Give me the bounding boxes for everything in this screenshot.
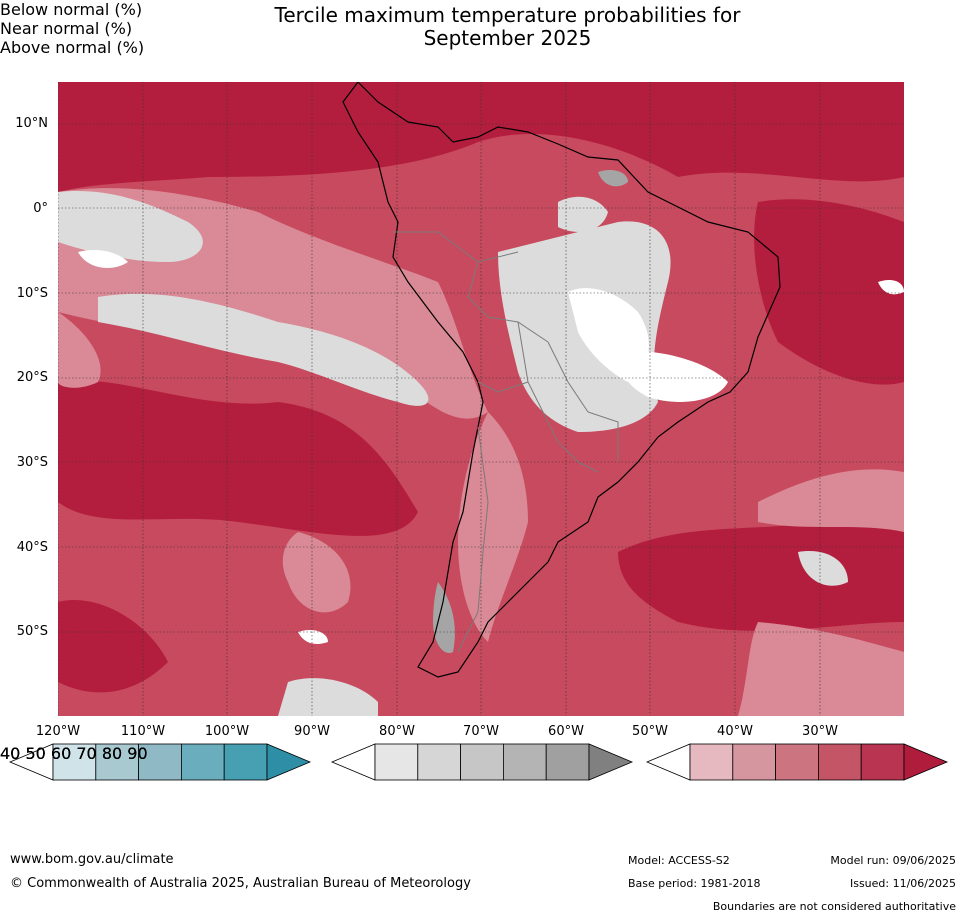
legend-below-tick-40: 40 bbox=[0, 744, 21, 763]
map-canvas bbox=[58, 82, 904, 716]
lat-label-10n: 10°N bbox=[15, 116, 48, 131]
legend-above-normal-bar bbox=[645, 743, 949, 781]
legend-below-tick-50: 50 bbox=[25, 744, 46, 763]
legend-1-arrow-high bbox=[588, 743, 634, 781]
south-america-coastline bbox=[342, 82, 781, 678]
footer-disclaimer: Boundaries are not considered authoritat… bbox=[712, 900, 956, 913]
legend-0-swatch-3 bbox=[180, 743, 225, 781]
legend-near-normal-bar bbox=[330, 743, 634, 781]
lon-label-100w: 100°W bbox=[204, 724, 250, 739]
legend-2-swatch-1 bbox=[732, 743, 776, 781]
legend-near-tick-60: 60 bbox=[50, 744, 72, 763]
legend-below-normal-bar bbox=[8, 743, 312, 781]
lon-label-50w: 50°W bbox=[632, 724, 668, 739]
legend-1-swatch-4 bbox=[545, 743, 590, 781]
legend-1-swatch-2 bbox=[460, 743, 504, 781]
legend-0-swatch-4 bbox=[223, 743, 268, 781]
footer-base-period: Base period: 1981-2018 bbox=[628, 877, 761, 890]
legend-0-swatch-1 bbox=[95, 743, 140, 781]
legend-1-swatch-0 bbox=[374, 743, 419, 781]
lon-label-80w: 80°W bbox=[379, 724, 415, 739]
country-borders bbox=[393, 231, 619, 653]
lat-label-30s: 30°S bbox=[16, 455, 48, 470]
legend-1-swatch-1 bbox=[417, 743, 461, 781]
lat-label-0: 0° bbox=[33, 201, 48, 216]
legend-colorbars bbox=[8, 743, 949, 781]
legend-near-caption: Near normal (%) bbox=[0, 19, 133, 38]
lat-label-10s: 10°S bbox=[16, 286, 48, 301]
legend-near-tick-70: 70 bbox=[76, 744, 97, 763]
legend-2-swatch-2 bbox=[775, 743, 819, 781]
lon-label-120w: 120°W bbox=[35, 724, 81, 739]
legend-below-tick-60: 60 bbox=[50, 744, 72, 763]
legend-below-tick-90: 90 bbox=[127, 744, 148, 763]
near-normal-high-areas bbox=[433, 170, 628, 653]
lat-label-40s: 40°S bbox=[16, 540, 48, 555]
legend-near-normal: 40 50 60 70 80 90 Near normal (%) bbox=[0, 19, 965, 763]
probability-map bbox=[58, 82, 904, 716]
legend-0-arrow-high bbox=[266, 743, 312, 781]
title-line-2: September 2025 bbox=[423, 26, 592, 50]
footer-website[interactable]: www.bom.gov.au/climate bbox=[10, 852, 174, 867]
legend-above-tick-40: 40 bbox=[0, 744, 21, 763]
graticule bbox=[58, 82, 904, 716]
lon-label-90w: 90°W bbox=[294, 724, 330, 739]
footer-model-run: Model run: 09/06/2025 bbox=[830, 854, 956, 867]
legend-1-arrow-low bbox=[330, 743, 376, 781]
lon-label-60w: 60°W bbox=[548, 724, 584, 739]
legend-below-caption: Below normal (%) bbox=[0, 0, 143, 19]
legend-above-caption: Above normal (%) bbox=[0, 38, 145, 57]
legend-2-arrow-low bbox=[645, 743, 691, 781]
map-title: Tercile maximum temperature probabilitie… bbox=[0, 4, 965, 50]
lon-label-110w: 110°W bbox=[120, 724, 166, 739]
near-normal-low-areas bbox=[78, 250, 904, 644]
lon-label-30w: 30°W bbox=[802, 724, 838, 739]
legend-near-tick-50: 50 bbox=[25, 744, 46, 763]
legend-below-normal: 40 50 60 70 80 90 Below normal (%) bbox=[0, 0, 965, 763]
legend-above-tick-70: 70 bbox=[76, 744, 97, 763]
legend-above-tick-90: 90 bbox=[127, 744, 148, 763]
legend-near-tick-80: 80 bbox=[101, 744, 123, 763]
legend-below-tick-80: 80 bbox=[101, 744, 123, 763]
footer-copyright: © Commonwealth of Australia 2025, Austra… bbox=[10, 876, 471, 891]
lat-label-50s: 50°S bbox=[16, 624, 48, 639]
legend-above-tick-80: 80 bbox=[101, 744, 123, 763]
title-line-1: Tercile maximum temperature probabilitie… bbox=[274, 3, 741, 27]
legend-2-arrow-high bbox=[903, 743, 949, 781]
legend-2-swatch-3 bbox=[818, 743, 862, 781]
legend-near-tick-40: 40 bbox=[0, 744, 21, 763]
footer-model: Model: ACCESS-S2 bbox=[628, 854, 730, 867]
legend-2-swatch-0 bbox=[689, 743, 734, 781]
legend-above-normal: 40 50 60 70 80 90 Above normal (%) bbox=[0, 38, 965, 763]
legend-above-tick-50: 50 bbox=[25, 744, 46, 763]
lon-label-70w: 70°W bbox=[463, 724, 499, 739]
lat-label-20s: 20°S bbox=[16, 370, 48, 385]
legend-below-tick-70: 70 bbox=[76, 744, 97, 763]
legend-1-swatch-3 bbox=[502, 743, 547, 781]
legend-above-tick-60: 60 bbox=[50, 744, 72, 763]
above-normal-high-patches bbox=[58, 82, 904, 693]
legend-2-swatch-4 bbox=[860, 743, 905, 781]
legend-near-tick-90: 90 bbox=[127, 744, 148, 763]
footer-issued: Issued: 11/06/2025 bbox=[849, 877, 956, 890]
lon-label-40w: 40°W bbox=[717, 724, 753, 739]
